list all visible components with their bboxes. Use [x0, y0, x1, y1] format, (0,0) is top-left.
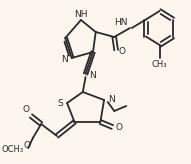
- Text: N: N: [108, 94, 115, 103]
- Text: N: N: [89, 71, 96, 80]
- Text: CH₃: CH₃: [152, 60, 167, 69]
- Text: O: O: [115, 123, 122, 133]
- Text: O: O: [23, 141, 30, 150]
- Text: NH: NH: [74, 10, 88, 19]
- Text: O: O: [22, 105, 29, 114]
- Text: HN: HN: [115, 18, 128, 27]
- Text: O: O: [119, 48, 126, 57]
- Text: OCH₃: OCH₃: [2, 145, 24, 154]
- Text: N: N: [61, 54, 68, 63]
- Text: S: S: [58, 99, 63, 107]
